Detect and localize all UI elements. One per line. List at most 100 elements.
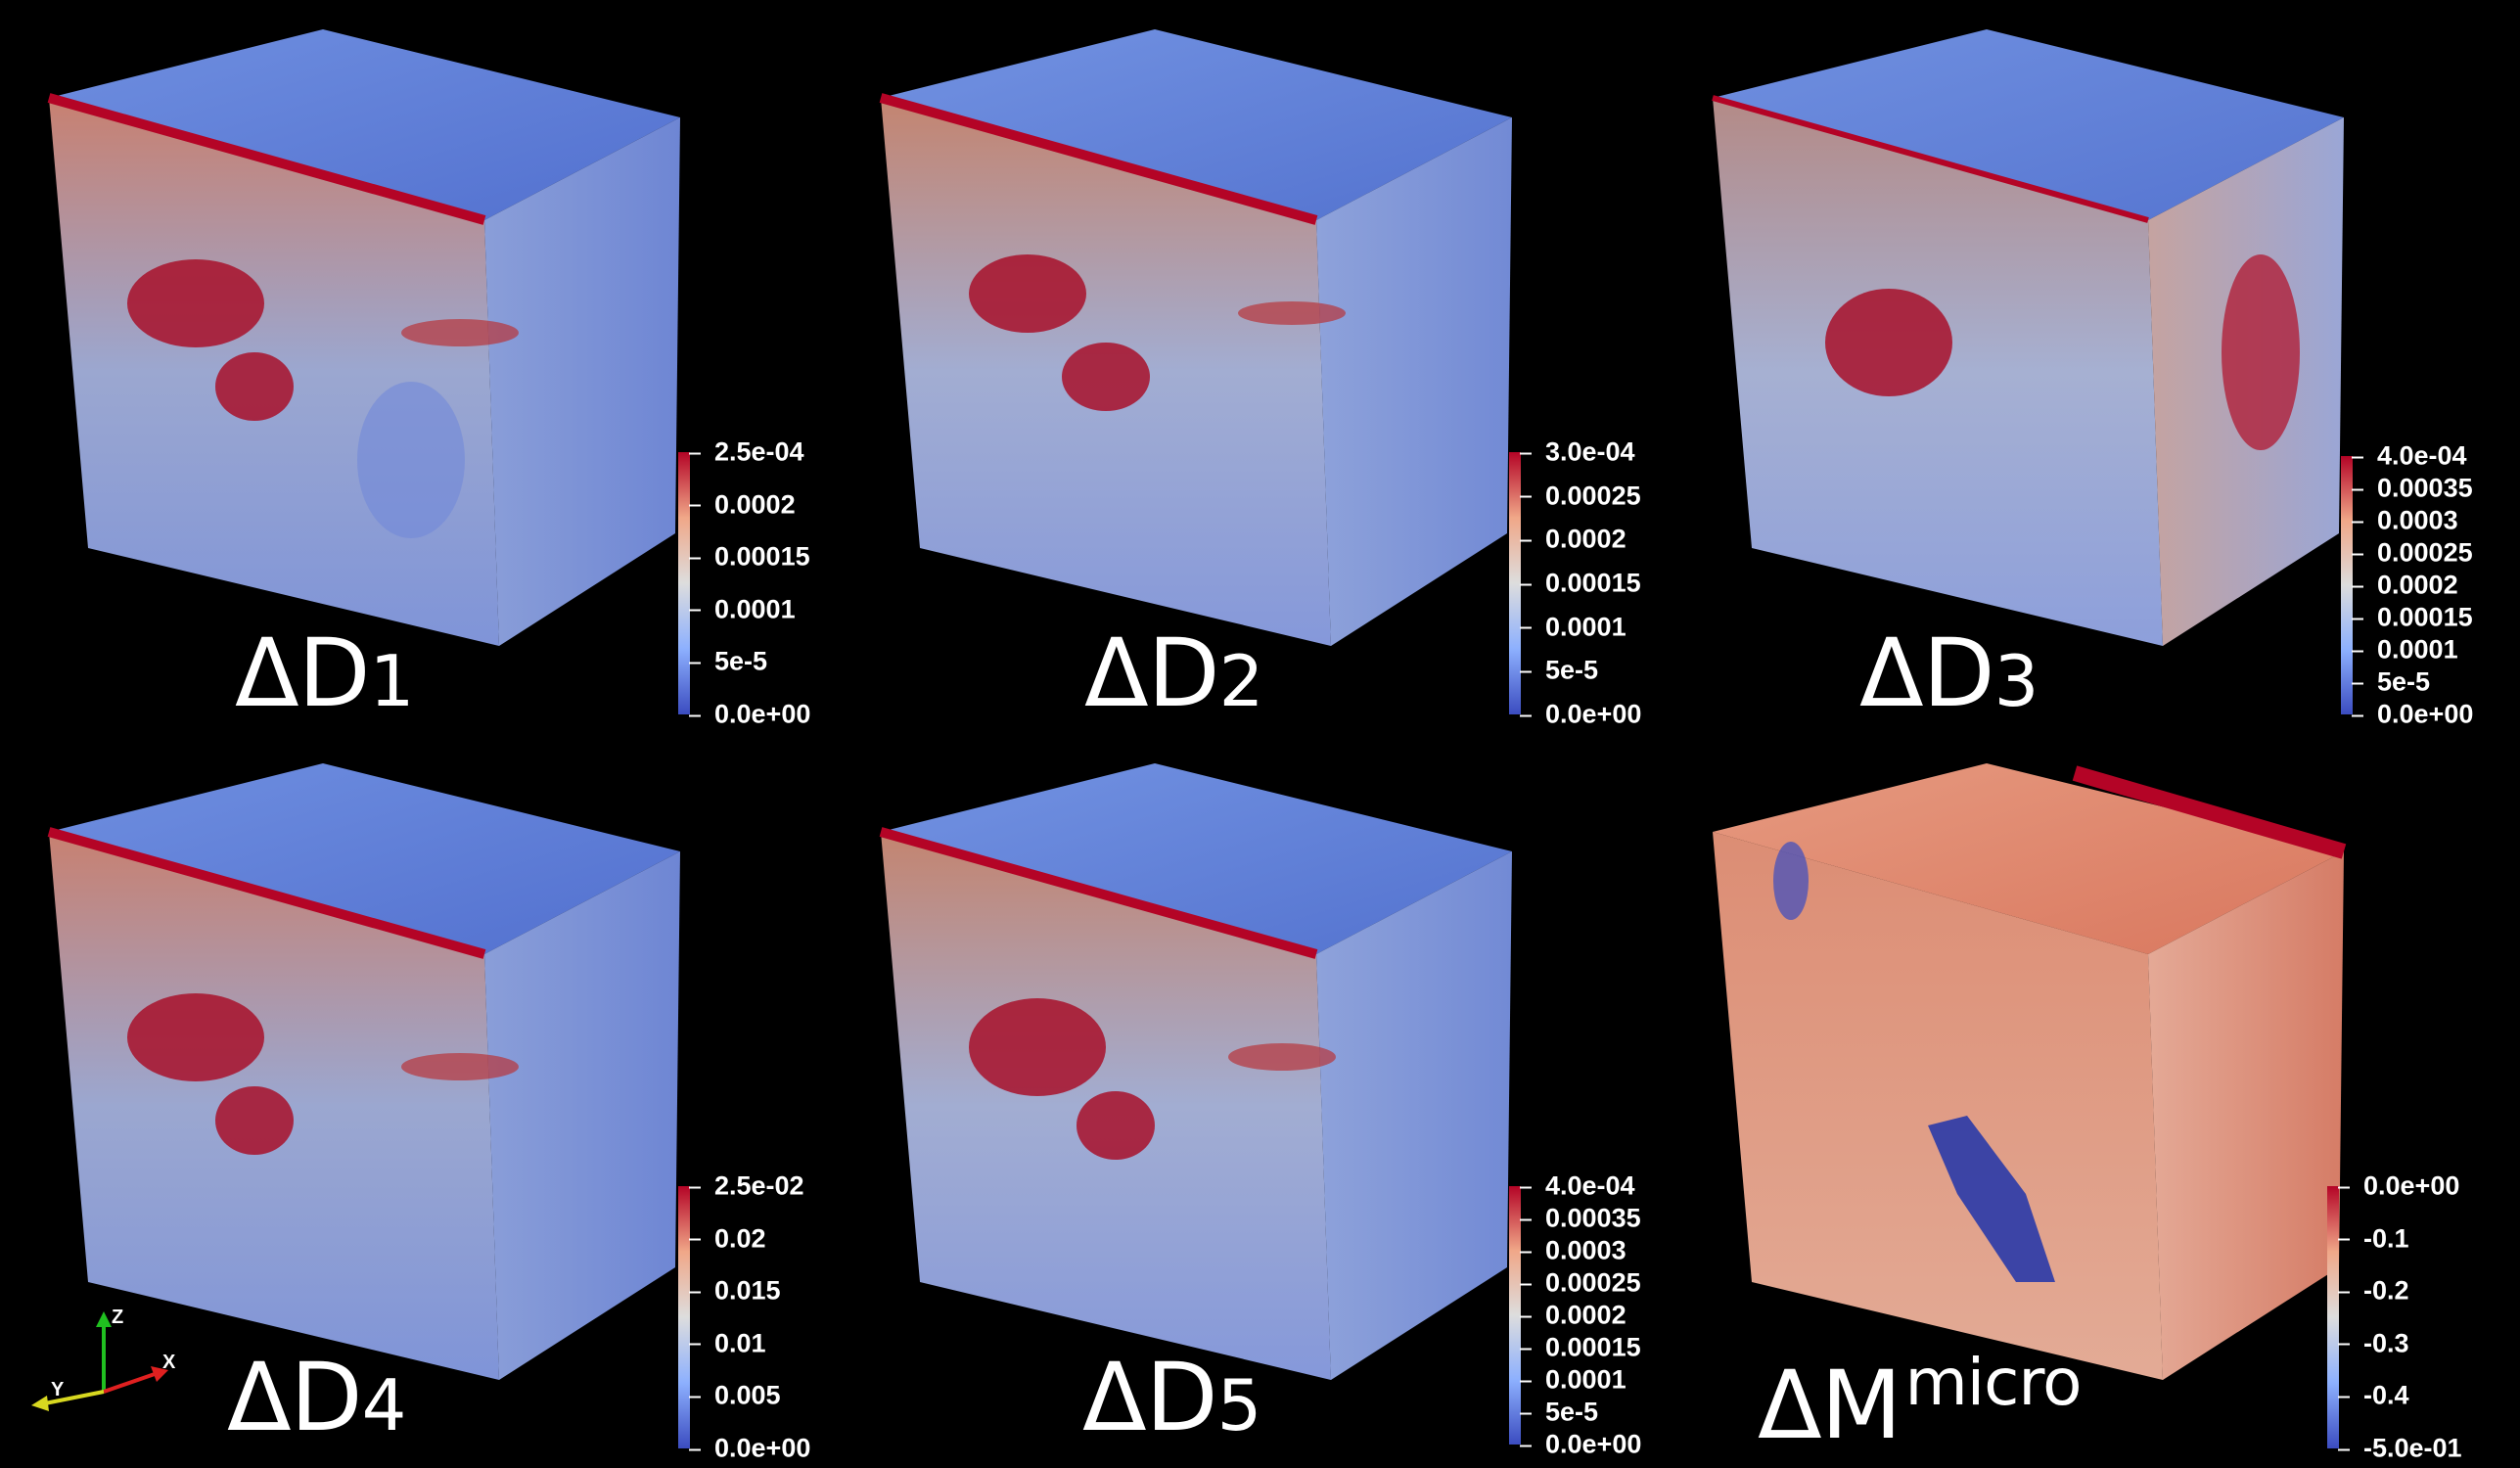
label-main: ΔD <box>235 619 371 728</box>
colorbar-tick: 0.0e+00 <box>1519 699 1642 729</box>
label-sub: 5 <box>1216 1364 1262 1446</box>
colorbar-tick: 0.00015 <box>2352 602 2473 632</box>
colorbar-tick: -0.4 <box>2338 1380 2409 1410</box>
colorbar-ticks-micro: 0.0e+00 -0.1 -0.2 -0.3 -0.4 -5.0e-01 <box>2337 1171 2520 1463</box>
field-label-micro: ΔMmicro <box>1758 1351 2082 1453</box>
label-main: ΔD <box>227 1343 363 1452</box>
colorbar-tick: 0.0001 <box>1520 612 1627 642</box>
colorbar-tick: 3.0e-04 <box>1520 436 1635 467</box>
colorbar-tick: 0.0e+00 <box>688 1433 811 1463</box>
field-label-d1: ΔD1 <box>235 626 415 722</box>
colorbar-tick: -0.2 <box>2338 1275 2409 1306</box>
axis-label-z: Z <box>112 1307 123 1328</box>
panel-delta-d1: ΔD1 2.5e-04 0.0002 0.00015 0.0001 5e-5 0… <box>0 0 832 729</box>
cube-render-d2 <box>879 29 1512 646</box>
colorbar-tick: -0.3 <box>2338 1328 2409 1358</box>
cube-top-face <box>49 763 680 954</box>
orientation-axes-graphic: Z X Y <box>31 1307 176 1411</box>
colorbar-d1 <box>678 452 690 714</box>
colorbar-tick: 5e-5 <box>1519 1397 1599 1427</box>
colorbar-tick: 4.0e-04 <box>2352 440 2467 471</box>
colorbar-tick: 0.0e+00 <box>1519 1429 1642 1459</box>
colorbar-tick: -5.0e-01 <box>2338 1433 2462 1463</box>
colorbar-tick: 0.0001 <box>1520 1364 1627 1395</box>
panel-delta-d5: ΔD5 4.0e-04 0.00035 0.0003 0.00025 0.000… <box>832 734 1664 1459</box>
colorbar-d4 <box>678 1186 690 1448</box>
panel-delta-m-micro: ΔMmicro 0.0e+00 -0.1 -0.2 -0.3 -0.4 -5.0… <box>1664 734 2496 1463</box>
colorbar-ticks-d1: 2.5e-04 0.0002 0.00015 0.0001 5e-5 0.0e+… <box>688 437 910 729</box>
cube-render-d4 <box>47 763 680 1380</box>
label-sub: 4 <box>361 1364 407 1446</box>
panel-delta-d4: ΔD4 2.5e-02 0.02 0.015 0.01 0.005 0.0e+0… <box>0 734 832 1463</box>
colorbar-tick: 0.00015 <box>1520 568 1641 598</box>
colorbar-tick: 0.0001 <box>689 594 796 624</box>
label-main: ΔM <box>1758 1351 1901 1460</box>
colorbar-tick: 0.01 <box>689 1328 766 1358</box>
axis-label-x: X <box>162 1352 176 1373</box>
label-main: ΔD <box>1082 1343 1218 1452</box>
colorbar-tick: 0.0001 <box>2352 634 2458 665</box>
cube-top-face <box>1713 763 2344 954</box>
colorbar-ticks-d2: 3.0e-04 0.00025 0.0002 0.00015 0.0001 5e… <box>1519 437 1741 729</box>
colorbar-tick: 5e-5 <box>688 646 768 676</box>
label-main: ΔD <box>1084 619 1220 728</box>
colorbar-tick: 0.015 <box>689 1275 781 1306</box>
colorbar-tick: 5e-5 <box>2351 666 2431 697</box>
colorbar-tick: 0.00035 <box>1520 1203 1641 1233</box>
cube-top-face <box>1713 29 2344 220</box>
field-label-d2: ΔD2 <box>1084 626 1264 722</box>
colorbar-ticks-d3: 4.0e-04 0.00035 0.0003 0.00025 0.0002 0.… <box>2351 441 2520 729</box>
colorbar-tick: 0.00015 <box>689 541 810 572</box>
colorbar-tick: 0.0e+00 <box>2351 699 2474 729</box>
colorbar-tick: 0.02 <box>689 1223 766 1254</box>
label-main: ΔD <box>1859 619 1995 728</box>
cube-render-d1 <box>47 29 680 646</box>
colorbar-tick: 0.0e+00 <box>688 699 811 729</box>
colorbar-ticks-d4: 2.5e-02 0.02 0.015 0.01 0.005 0.0e+00 <box>688 1171 910 1463</box>
colorbar-tick: 0.0003 <box>2352 505 2458 535</box>
colorbar-tick: 0.0002 <box>1520 1300 1627 1330</box>
colorbar-tick: 0.00025 <box>1520 1267 1641 1298</box>
cube-side-face <box>1316 851 1512 1380</box>
cube-top-face <box>49 29 680 220</box>
field-label-d5: ΔD5 <box>1082 1351 1262 1446</box>
label-sub: 3 <box>1993 640 2039 722</box>
colorbar-tick: 0.0002 <box>2352 570 2458 600</box>
colorbar-tick: 0.00025 <box>1520 481 1641 511</box>
cube-top-face <box>881 763 1512 954</box>
colorbar-tick: 0.0002 <box>689 489 796 520</box>
cube-side-face <box>484 851 680 1380</box>
cube-side-face <box>484 117 680 646</box>
panel-delta-d2: ΔD2 3.0e-04 0.00025 0.0002 0.00015 0.000… <box>832 0 1664 729</box>
colorbar-tick: 0.0002 <box>1520 524 1627 554</box>
cube-side-face <box>2148 851 2344 1380</box>
cube-render-micro <box>1713 763 2347 1380</box>
colorbar-d2 <box>1509 452 1521 714</box>
axis-label-y: Y <box>51 1379 65 1400</box>
field-label-d3: ΔD3 <box>1859 626 2039 722</box>
orientation-axes: Z X Y <box>25 1302 182 1424</box>
colorbar-tick: 5e-5 <box>1519 655 1599 685</box>
colorbar-tick: 0.0e+00 <box>2337 1170 2460 1201</box>
colorbar-tick: 0.00025 <box>2352 537 2473 568</box>
label-sub: 1 <box>369 640 415 722</box>
cube-render-d5 <box>879 763 1512 1380</box>
label-sup: micro <box>1904 1345 2083 1420</box>
field-label-d4: ΔD4 <box>227 1351 407 1446</box>
colorbar-ticks-d5: 4.0e-04 0.00035 0.0003 0.00025 0.0002 0.… <box>1519 1171 1741 1459</box>
colorbar-tick: 2.5e-02 <box>689 1170 804 1201</box>
colorbar-tick: 0.00035 <box>2352 473 2473 503</box>
colorbar-tick: 0.005 <box>689 1380 781 1410</box>
colorbar-micro <box>2327 1186 2339 1448</box>
label-sub: 2 <box>1218 640 1264 722</box>
cube-front-face <box>1713 832 2163 1380</box>
colorbar-tick: 2.5e-04 <box>689 436 804 467</box>
colorbar-tick: 0.00015 <box>1520 1332 1641 1362</box>
panel-delta-d3: ΔD3 4.0e-04 0.00035 0.0003 0.00025 0.000… <box>1664 0 2496 729</box>
colorbar-d5 <box>1509 1186 1521 1445</box>
colorbar-tick: 4.0e-04 <box>1520 1170 1635 1201</box>
colorbar-tick: 0.0003 <box>1520 1235 1627 1265</box>
cube-top-face <box>881 29 1512 220</box>
colorbar-tick: -0.1 <box>2338 1223 2409 1254</box>
cube-render-d3 <box>1712 29 2344 646</box>
